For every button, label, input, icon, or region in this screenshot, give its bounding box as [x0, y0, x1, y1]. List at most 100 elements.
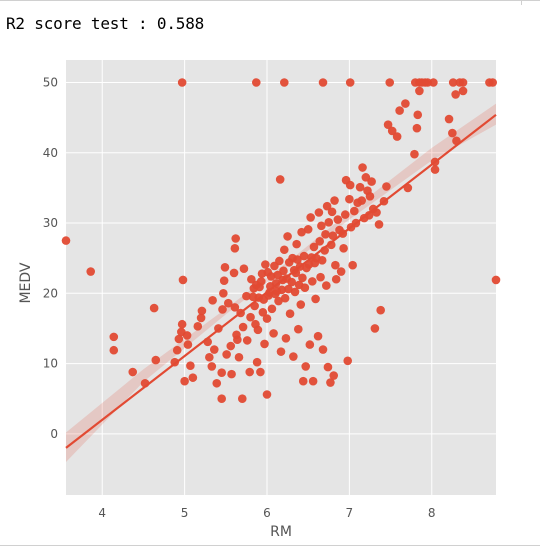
data-point-94	[266, 272, 276, 281]
data-point-138	[305, 340, 315, 349]
data-point-47	[217, 368, 226, 378]
data-point-51	[220, 263, 230, 272]
x-tick-label-0: 4	[98, 506, 106, 520]
data-point-2	[279, 78, 289, 87]
data-point-27	[174, 334, 184, 344]
data-point-56	[229, 268, 239, 278]
data-point-191	[367, 177, 376, 186]
data-point-106	[277, 285, 287, 295]
data-point-132	[299, 251, 309, 261]
data-point-170	[336, 267, 346, 276]
data-point-189	[364, 211, 374, 220]
x-axis-label: RM	[270, 524, 292, 540]
data-point-184	[357, 196, 367, 205]
data-point-1	[251, 78, 261, 87]
x-tick-labels: 4 5 6 7 8	[98, 506, 435, 520]
data-point-32	[182, 331, 192, 340]
data-point-46	[217, 394, 226, 404]
y-tick-label-1: 10	[43, 357, 58, 371]
data-point-123	[292, 239, 301, 249]
data-point-24	[151, 355, 161, 365]
data-point-119	[289, 352, 298, 361]
data-point-20	[109, 345, 119, 355]
data-point-213	[451, 90, 460, 99]
data-point-183	[355, 182, 365, 192]
data-point-67	[242, 291, 251, 301]
data-point-145	[311, 294, 320, 304]
data-point-165	[330, 196, 339, 205]
data-point-168	[333, 215, 343, 224]
top-divider-tick	[521, 0, 522, 5]
data-point-206	[412, 123, 422, 133]
data-point-96	[269, 329, 278, 338]
data-point-52	[222, 350, 231, 359]
data-point-158	[323, 362, 333, 372]
data-point-195	[374, 220, 384, 229]
data-point-148	[314, 208, 324, 217]
data-point-212	[448, 128, 457, 138]
data-point-26	[172, 345, 182, 355]
data-point-84	[258, 307, 268, 317]
data-point-155	[321, 229, 330, 239]
x-tick-label-4: 8	[428, 506, 436, 520]
y-tick-label-3: 30	[43, 216, 58, 230]
data-point-130	[298, 273, 307, 283]
data-point-105	[276, 347, 286, 356]
data-point-172	[339, 244, 348, 253]
data-point-81	[256, 367, 265, 377]
data-point-78	[253, 325, 263, 335]
data-point-88	[262, 314, 272, 323]
data-point-125	[293, 324, 303, 334]
data-point-180	[350, 206, 359, 216]
data-point-128	[296, 300, 306, 309]
data-point-49	[219, 289, 228, 298]
x-tick-label-3: 7	[346, 506, 354, 520]
data-point-71	[247, 274, 256, 284]
data-point-167	[331, 274, 341, 284]
data-point-131	[298, 376, 308, 386]
y-tick-label-5: 50	[43, 75, 58, 89]
data-point-40	[205, 352, 214, 362]
data-point-157	[322, 201, 332, 211]
data-point-65	[238, 322, 248, 332]
data-point-18	[86, 267, 96, 276]
data-point-159	[324, 218, 334, 227]
data-point-203	[401, 99, 410, 108]
data-point-124	[293, 255, 302, 264]
data-point-166	[331, 260, 340, 270]
data-point-109	[279, 245, 289, 255]
data-point-103	[275, 256, 284, 266]
data-point-173	[340, 210, 350, 219]
data-point-104	[275, 175, 285, 184]
data-point-133	[300, 283, 310, 292]
data-point-207	[413, 110, 423, 120]
data-point-53	[223, 298, 233, 308]
data-point-17	[61, 236, 71, 245]
data-point-196	[376, 305, 385, 315]
data-point-35	[188, 373, 198, 382]
data-point-151	[317, 221, 326, 231]
data-point-199	[383, 120, 393, 129]
data-point-19	[109, 332, 119, 342]
data-point-201	[392, 132, 402, 141]
data-point-42	[208, 296, 217, 305]
data-point-3	[318, 78, 328, 87]
y-axis-label: MEDV	[18, 262, 34, 303]
data-point-102	[274, 296, 283, 306]
data-point-86	[260, 339, 269, 349]
data-point-162	[327, 207, 337, 217]
data-point-31	[180, 376, 189, 386]
data-point-139	[306, 213, 315, 222]
data-point-57	[230, 303, 240, 312]
data-point-21	[128, 367, 138, 377]
data-point-68	[242, 336, 252, 345]
data-point-160	[326, 378, 335, 387]
data-point-143	[309, 242, 319, 252]
data-point-43	[209, 345, 219, 354]
data-point-113	[283, 232, 292, 241]
data-point-161	[326, 240, 336, 250]
data-point-116	[285, 309, 295, 318]
data-point-121	[290, 287, 300, 297]
data-point-200	[387, 126, 397, 136]
data-point-89	[262, 390, 272, 399]
